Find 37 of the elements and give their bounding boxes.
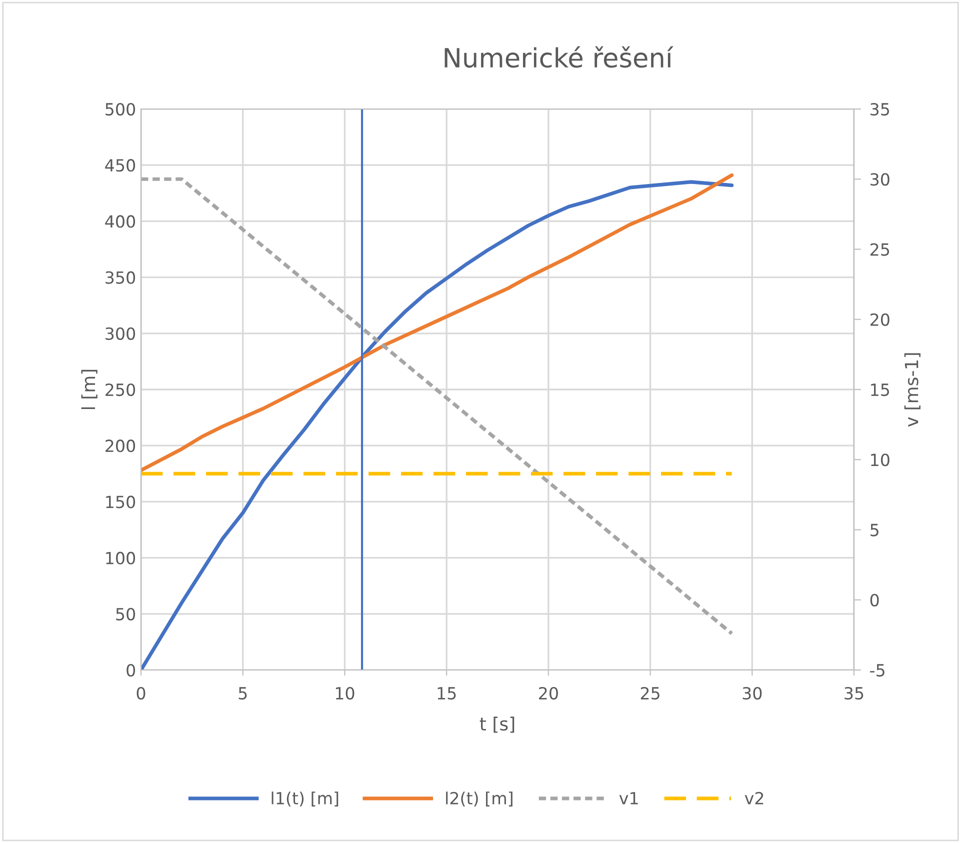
y-tick-label: 450 — [105, 159, 136, 172]
chart-title: Numerické řešení — [444, 46, 674, 68]
y2-tick-label: 10 — [871, 454, 890, 466]
x-tick-label: 35 — [844, 686, 864, 700]
x-tick-label: 10 — [336, 686, 354, 700]
y-tick-label: 200 — [106, 440, 136, 452]
y-tick-label: 350 — [106, 271, 136, 284]
y2-tick-label: 5 — [870, 524, 878, 536]
y-tick-label: 100 — [106, 552, 136, 564]
x-tick-label: 15 — [438, 687, 456, 700]
y2-tick-label: 20 — [870, 313, 890, 326]
x-tick-label: 5 — [238, 687, 247, 700]
legend-label: l1(t) [m] — [272, 792, 338, 806]
y2-tick-label: 0 — [870, 594, 879, 606]
y-tick-label: 500 — [106, 102, 136, 116]
y-tick-label: 150 — [106, 496, 136, 508]
y2-tick-label: 35 — [870, 102, 890, 116]
y2-tick-label: 25 — [870, 243, 890, 256]
y2-axis-title: v [ms-1] — [904, 353, 920, 427]
y-tick-label: 300 — [106, 327, 136, 340]
legend-label: v2 — [744, 792, 764, 804]
x-tick-label: 0 — [136, 686, 146, 700]
x-tick-label: 20 — [539, 686, 558, 700]
x-tick-label: 30 — [742, 686, 762, 700]
x-axis-title: t [s] — [480, 716, 514, 733]
y-tick-label: 0 — [126, 664, 136, 677]
x-tick-label: 25 — [640, 686, 660, 700]
y2-tick-label: -5 — [870, 664, 884, 677]
line-series — [141, 173, 734, 472]
y-tick-label: 400 — [105, 215, 136, 228]
y-tick-label: 250 — [106, 383, 136, 396]
legend-label: v1 — [619, 792, 638, 804]
y-axis-title: l [m] — [81, 370, 98, 410]
y-tick-label: 50 — [116, 608, 136, 620]
y2-tick-label: 30 — [870, 173, 890, 186]
legend-label: l2(t) [m] — [446, 792, 512, 806]
y2-tick-label: 15 — [871, 384, 890, 396]
